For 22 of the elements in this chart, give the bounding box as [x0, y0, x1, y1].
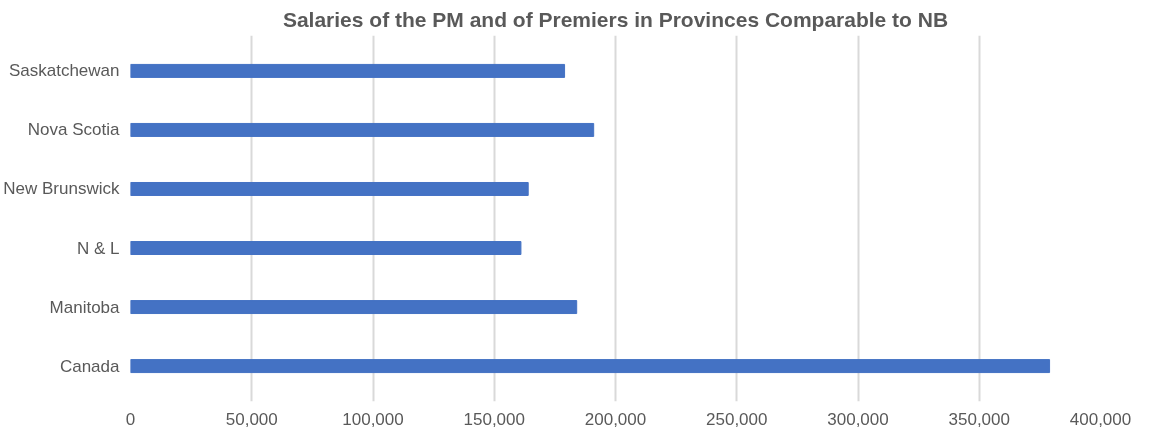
x-tick-label: 100,000	[342, 409, 404, 429]
y-tick-label: Nova Scotia	[27, 120, 121, 140]
bar	[130, 122, 595, 137]
x-tick-label: 200,000	[584, 409, 647, 429]
x-tick-label: 150,000	[463, 409, 525, 429]
y-tick-label: Canada	[59, 356, 121, 376]
x-tick-label: 250,000	[706, 409, 768, 429]
chart-title: Salaries of the PM and of Premiers in Provinces Comparable to NB	[282, 7, 949, 31]
y-tick-label: N & L	[76, 238, 120, 258]
x-tick-label: 50,000	[225, 409, 278, 429]
x-tick-label: 0	[125, 409, 136, 429]
bar	[130, 359, 1051, 374]
bar	[130, 63, 566, 78]
bar	[130, 300, 578, 315]
bar	[130, 241, 522, 256]
x-tick-label: 300,000	[827, 409, 889, 429]
bar	[130, 181, 529, 196]
x-tick-label: 350,000	[948, 409, 1010, 429]
y-tick-label: Manitoba	[49, 297, 121, 317]
x-tick-label: 400,000	[1069, 409, 1132, 429]
y-tick-label: Saskatchewan	[8, 61, 120, 81]
y-tick-label: New Brunswick	[3, 179, 120, 199]
